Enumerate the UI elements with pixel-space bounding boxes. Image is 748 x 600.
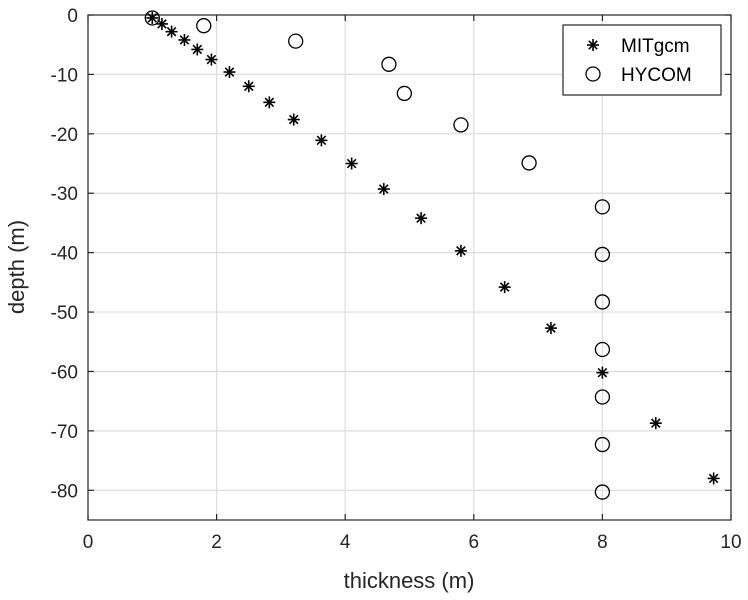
hycom-point [594, 246, 611, 263]
mitgcm-point [707, 472, 720, 485]
x-tick-label: 2 [211, 532, 222, 553]
axes-frame [87, 14, 732, 521]
x-tick-label: 4 [340, 532, 351, 553]
hycom-point [396, 85, 413, 102]
mitgcm-point [596, 366, 609, 379]
axes: 0 2 4 6 8 10 0 -10 -20 -30 -40 -50 -60 -70 -80 [51, 6, 742, 553]
hycom-point [594, 294, 611, 310]
hycom-point [288, 33, 304, 49]
x-axis-title: thickness (m) [344, 568, 475, 593]
legend-box [562, 24, 722, 96]
y-tick-label: -70 [51, 422, 78, 443]
y-tick-label: -30 [51, 184, 78, 205]
hycom-point [144, 10, 160, 26]
y-tick-label: -50 [51, 303, 78, 324]
x-tick-label: 6 [469, 532, 480, 553]
x-tick-label: 0 [83, 532, 94, 553]
hycom-point [196, 18, 212, 34]
mitgcm-point [315, 134, 328, 147]
legend-marker-hycom [585, 66, 601, 82]
hycom-point [594, 341, 611, 358]
y-tick-label: -40 [51, 244, 78, 265]
y-tick-label: -80 [51, 481, 78, 502]
mitgcm-point [178, 33, 191, 46]
hycom-point [594, 199, 611, 215]
mitgcm-point [191, 43, 204, 56]
hycom-point [594, 389, 611, 405]
y-tick-label: -10 [51, 65, 78, 86]
mitgcm-point [544, 322, 557, 335]
mitgcm-point [415, 212, 428, 225]
x-tick-label: 10 [720, 532, 741, 553]
mitgcm-point [242, 80, 255, 93]
y-tick-label: -60 [51, 362, 78, 383]
hycom-point [521, 155, 537, 171]
hycom-point [594, 484, 611, 500]
y-tick-label: 0 [67, 6, 78, 27]
y-axis-title: depth (m) [4, 220, 29, 314]
grid [88, 15, 731, 520]
series-mitgcm [146, 11, 720, 485]
legend: MITgcm HYCOM [562, 24, 722, 96]
legend-label-hycom: HYCOM [621, 65, 692, 86]
mitgcm-point [287, 113, 300, 126]
mitgcm-point [498, 281, 511, 294]
hycom-point [381, 56, 397, 72]
mitgcm-point [205, 53, 218, 66]
mitgcm-point [345, 157, 358, 170]
series-hycom [144, 10, 611, 500]
mitgcm-point [263, 96, 276, 109]
y-tick-label: -20 [51, 125, 78, 146]
plot-series [144, 10, 720, 500]
mitgcm-point [377, 183, 390, 196]
mitgcm-point [649, 417, 662, 430]
mitgcm-point [454, 244, 467, 257]
hycom-point [453, 117, 469, 133]
mitgcm-point [155, 17, 168, 30]
legend-label-mitgcm: MITgcm [621, 36, 690, 57]
x-tick-label: 8 [597, 532, 608, 553]
legend-marker-mitgcm [587, 39, 599, 51]
mitgcm-point [223, 66, 236, 79]
mitgcm-point [165, 25, 178, 38]
mitgcm-point [146, 11, 159, 24]
hycom-point [594, 436, 611, 453]
